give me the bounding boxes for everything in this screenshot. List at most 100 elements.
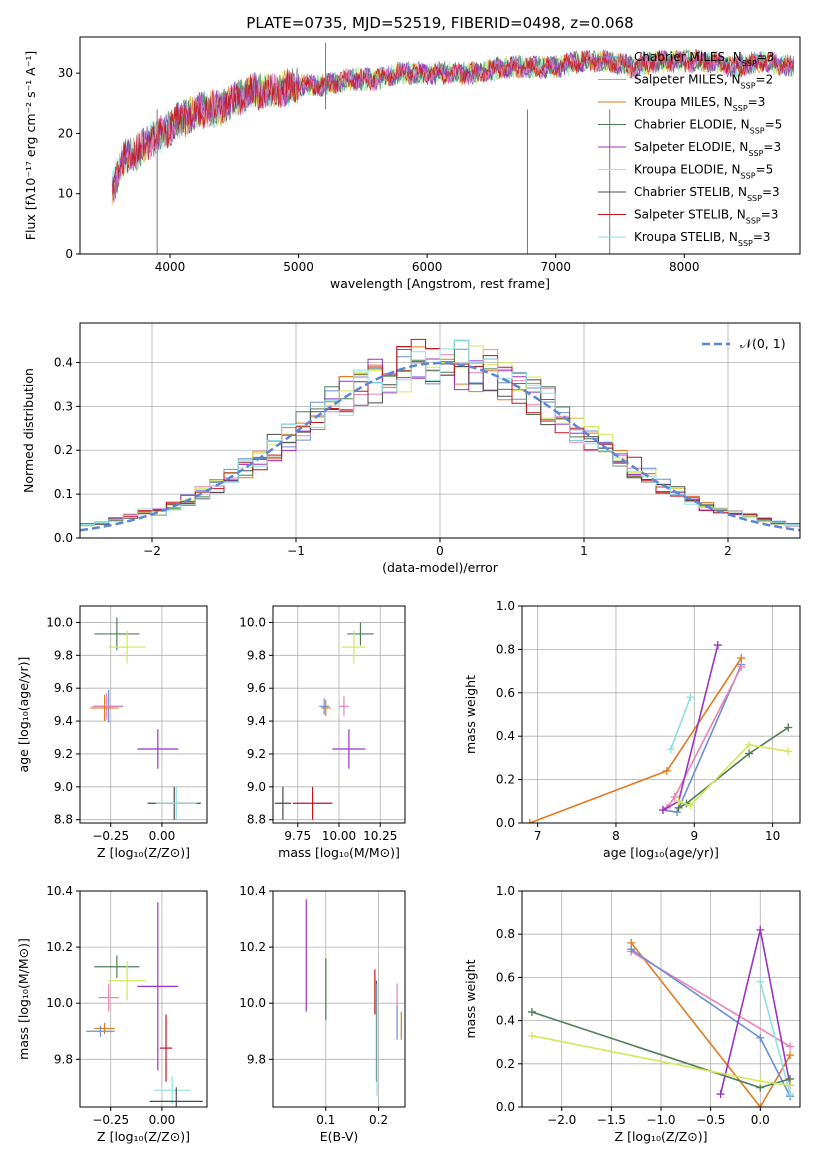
- plot-area: [111, 43, 794, 254]
- x-tick-label: 10.00: [322, 829, 356, 843]
- grid: [273, 606, 405, 823]
- y-tick-label: 10.0: [239, 996, 266, 1010]
- legend-label-6: Chabrier STELIB, NSSP=3: [634, 185, 780, 203]
- x-tick-label: −1.0: [646, 1113, 675, 1127]
- series-line-6: [678, 744, 789, 807]
- y-tick-label: 1.0: [496, 884, 515, 898]
- y-tick-label: 0.6: [496, 686, 515, 700]
- x-axis-label: Z [log₁₀(Z/Z⊙)]: [97, 1129, 190, 1144]
- mass_weight_vs_Z-panel: −2.0 −1.5 −1.0 −0.5 0.0 0.0 0.2 0.4 0.6 0.8 1.0 Z […: [463, 884, 801, 1144]
- series-line-4: [759, 981, 791, 1095]
- y-tick-label: 0.0: [496, 816, 515, 830]
- x-tick-label: −1: [287, 544, 305, 558]
- y-tick-label: 0.3: [54, 399, 73, 413]
- age_vs_mass-panel: 9.75 10.00 10.25 8.8 9.0 9.2 9.4 9.6 9.8 10.0 mass…: [239, 605, 406, 860]
- y-tick-label: 0.4: [496, 1014, 515, 1028]
- y-tick-label: 9.4: [54, 714, 73, 728]
- y-axis-label: Normed distribution: [21, 368, 36, 493]
- grid: [80, 606, 207, 823]
- axes-frame: [272, 890, 406, 1108]
- series-marker-2: [670, 792, 679, 801]
- spectrum-line-7: [111, 49, 794, 195]
- y-tick-label: 9.2: [54, 747, 73, 761]
- x-tick-label: 6000: [412, 260, 443, 274]
- x-tick-label: 10: [765, 829, 780, 843]
- plot-background: [522, 606, 800, 823]
- legend-label-8: Kroupa STELIB, NSSP=3: [634, 230, 771, 248]
- y-axis-label: age [log₁₀(age/yr)]: [16, 657, 31, 773]
- y-tick-label: 0.2: [54, 443, 73, 457]
- y-tick-label: 10.0: [46, 615, 73, 629]
- axes-frame: [79, 605, 208, 824]
- series-marker-4: [756, 977, 765, 986]
- plot-area: [305, 899, 402, 1096]
- legend-label-3: Chabrier ELODIE, NSSP=5: [634, 118, 782, 136]
- spectrum-panel: 4000 5000 6000 7000 8000 0 10 20 30 wavelength [A…: [23, 36, 801, 291]
- x-tick-label: 5000: [283, 260, 314, 274]
- y-axis-label: Flux [fλ10⁻¹⁷ erg cm⁻² s⁻¹ A⁻¹]: [23, 51, 38, 240]
- y-tick-label: 0.0: [54, 531, 73, 545]
- x-axis-label: Z [log₁₀(Z/Z⊙)]: [97, 845, 190, 860]
- y-tick-label: 1.0: [496, 599, 515, 613]
- y-axis-label: mass [log₁₀(M/M⊙)]: [16, 938, 31, 1060]
- y-tick-label: 10.2: [46, 940, 73, 954]
- x-tick-label: −2: [143, 544, 161, 558]
- y-tick-label: 9.2: [247, 747, 266, 761]
- series-marker-5: [784, 723, 793, 732]
- legend-label-0: Chabrier MILES, NSSP=3: [634, 50, 774, 68]
- y-tick-label: 0.2: [496, 1057, 515, 1071]
- mass_vs_EBV-panel: 0.1 0.2 9.8 10.0 10.2 10.4 E(B-V): [239, 884, 406, 1144]
- series-marker-6: [674, 797, 683, 806]
- axes-frame: [521, 890, 801, 1108]
- series-marker-6: [686, 801, 695, 810]
- y-tick-label: 20: [58, 126, 73, 140]
- plot-area: [86, 902, 203, 1107]
- plot-area: [80, 338, 800, 532]
- y-tick-label: 10.0: [46, 996, 73, 1010]
- x-tick-label: −0.25: [92, 1113, 129, 1127]
- y-tick-label: 0.1: [54, 487, 73, 501]
- plot-background: [80, 891, 207, 1107]
- y-tick-label: 0.4: [54, 355, 73, 369]
- plot-area: [525, 641, 793, 823]
- mass_vs_Z-panel: −0.25 0.00 9.8 10.0 10.2 10.4 Z [log₁₀(Z/Z⊙)] m…: [16, 884, 208, 1144]
- x-axis-label: mass [log₁₀(M/M⊙)]: [278, 845, 400, 860]
- series-marker-0: [525, 819, 534, 823]
- histogram-8: [80, 339, 800, 525]
- y-tick-label: 9.8: [54, 1052, 73, 1066]
- x-axis-label: wavelength [Angstrom, rest frame]: [330, 276, 550, 291]
- series-marker-2: [737, 662, 746, 671]
- axes-frame: [79, 322, 801, 539]
- series-marker-3: [716, 1090, 725, 1099]
- x-tick-label: 9.75: [284, 829, 311, 843]
- series-marker-1: [786, 1042, 795, 1051]
- y-tick-label: 9.4: [247, 714, 266, 728]
- legend-label-2: Kroupa MILES, NSSP=3: [634, 95, 765, 113]
- y-tick-label: 9.8: [54, 648, 73, 662]
- y-tick-label: 0.4: [496, 729, 515, 743]
- y-axis-label: mass weight: [463, 675, 478, 754]
- series-marker-4: [786, 1090, 795, 1099]
- y-tick-label: 9.8: [247, 1052, 266, 1066]
- residuals-legend: 𝒩(0, 1): [702, 336, 786, 351]
- series-marker-6: [745, 740, 754, 749]
- series-marker-3: [756, 925, 765, 934]
- x-axis-label: age [log₁₀(age/yr)]: [603, 845, 719, 860]
- y-axis-label: mass weight: [463, 959, 478, 1038]
- x-tick-label: 10.25: [363, 829, 397, 843]
- series-marker-5: [745, 749, 754, 758]
- x-tick-label: 0: [436, 544, 444, 558]
- legend-label-7: Salpeter STELIB, NSSP=3: [634, 208, 778, 226]
- plot-area: [274, 622, 374, 820]
- y-tick-label: 9.0: [54, 780, 73, 794]
- y-tick-label: 0.8: [496, 642, 515, 656]
- plot-area: [90, 617, 201, 820]
- x-tick-label: 0.00: [149, 1113, 176, 1127]
- x-tick-label: 0.1: [316, 1113, 335, 1127]
- spectrum-legend: Chabrier MILES, NSSP=3 Salpeter MILES, NS…: [598, 50, 782, 248]
- y-tick-label: 9.6: [247, 681, 266, 695]
- y-tick-label: 10.0: [239, 615, 266, 629]
- series-marker-1: [673, 808, 682, 817]
- y-tick-label: 0.8: [496, 927, 515, 941]
- series-marker-6: [756, 1077, 765, 1086]
